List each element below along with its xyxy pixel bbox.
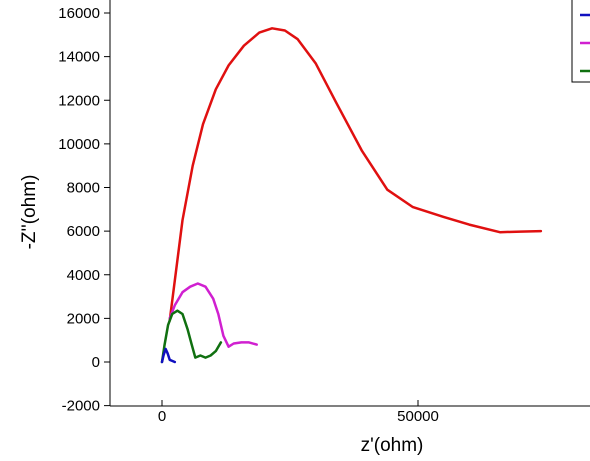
y-tick-label: 12000: [58, 92, 100, 109]
legend: [571, 0, 590, 83]
legend-items: [580, 13, 590, 73]
y-tick-label: 6000: [67, 223, 100, 240]
x-tick-label: 0: [158, 408, 166, 425]
series-line-2: [168, 282, 258, 348]
series-line-4: [160, 347, 177, 364]
y-tick-label: 14000: [58, 49, 100, 66]
series-layer: [160, 27, 543, 364]
series-line-3: [160, 309, 223, 364]
y-tick-label: 16000: [58, 5, 100, 22]
y-tick-label: 10000: [58, 136, 100, 153]
y-tick-label: 4000: [67, 267, 100, 284]
x-tick-label: 50000: [397, 408, 439, 425]
x-ticks: 0 50000: [158, 400, 439, 425]
y-axis-title: -Z''(ohm): [19, 175, 40, 250]
y-ticks: -2000 0 2000 4000 6000 8000 10000 12000 14000 160…: [58, 5, 110, 415]
series-line-1: [168, 27, 543, 322]
x-axis-title: z'(ohm): [361, 435, 424, 456]
y-tick-label: 0: [92, 354, 100, 371]
y-tick-label: 8000: [67, 180, 100, 197]
y-tick-label: 2000: [67, 310, 100, 327]
y-tick-label: -2000: [62, 398, 100, 415]
legend-box: [571, 0, 590, 83]
